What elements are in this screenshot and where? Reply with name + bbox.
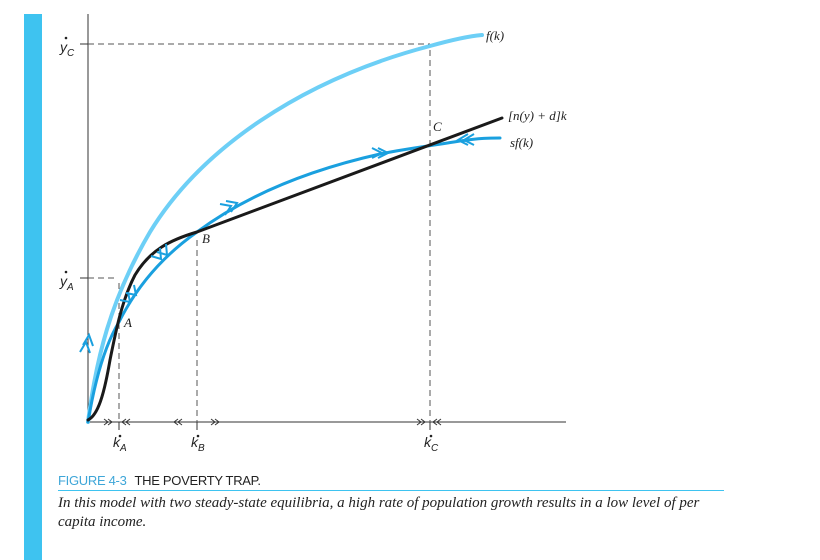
figure-heading: FIGURE 4-3 THE POVERTY TRAP. bbox=[58, 473, 724, 491]
saving-label: sf(k) bbox=[510, 135, 533, 150]
svg-text:kC: kC bbox=[424, 434, 439, 454]
y-c-label: yC bbox=[59, 36, 75, 59]
k-b-label: kB bbox=[191, 434, 205, 454]
saving-curve bbox=[86, 136, 502, 424]
arrow-icon bbox=[219, 200, 239, 216]
figure-description: In this model with two steady-state equi… bbox=[58, 495, 700, 530]
figure-number: FIGURE 4-3 bbox=[58, 473, 127, 488]
point-c-label: C bbox=[433, 119, 442, 134]
point-a-label: A bbox=[123, 315, 132, 330]
svg-text:yA: yA bbox=[59, 273, 74, 293]
production-curve bbox=[86, 33, 484, 424]
point-b-label: B bbox=[202, 231, 210, 246]
arrow-icon bbox=[210, 418, 220, 426]
break-even-curve bbox=[86, 116, 504, 422]
poverty-trap-diagram: f(k) [n(y) + d]k sf(k) C B A yC yA kA kB… bbox=[59, 14, 567, 454]
arrow-icon bbox=[119, 284, 138, 304]
accent-bar bbox=[24, 14, 42, 560]
figure-title: THE POVERTY TRAP. bbox=[134, 473, 261, 488]
arrow-icon bbox=[432, 418, 442, 426]
svg-text:kB: kB bbox=[191, 434, 205, 454]
figure-caption: FIGURE 4-3 THE POVERTY TRAP. In this mode… bbox=[58, 473, 724, 532]
arrow-icon bbox=[455, 133, 475, 146]
y-a-label: yA bbox=[59, 270, 74, 293]
svg-text:yC: yC bbox=[59, 39, 75, 59]
break-even-label: [n(y) + d]k bbox=[508, 108, 567, 123]
production-label: f(k) bbox=[486, 28, 504, 43]
arrow-icon bbox=[121, 418, 131, 426]
svg-text:kA: kA bbox=[113, 434, 127, 454]
arrow-icon bbox=[371, 147, 391, 159]
arrow-icon bbox=[103, 418, 113, 426]
arrow-icon bbox=[416, 418, 426, 426]
k-c-label: kC bbox=[424, 434, 439, 454]
k-a-label: kA bbox=[113, 434, 127, 454]
arrow-icon bbox=[150, 243, 169, 261]
arrow-icon bbox=[173, 418, 183, 426]
arrow-icon bbox=[79, 332, 94, 354]
